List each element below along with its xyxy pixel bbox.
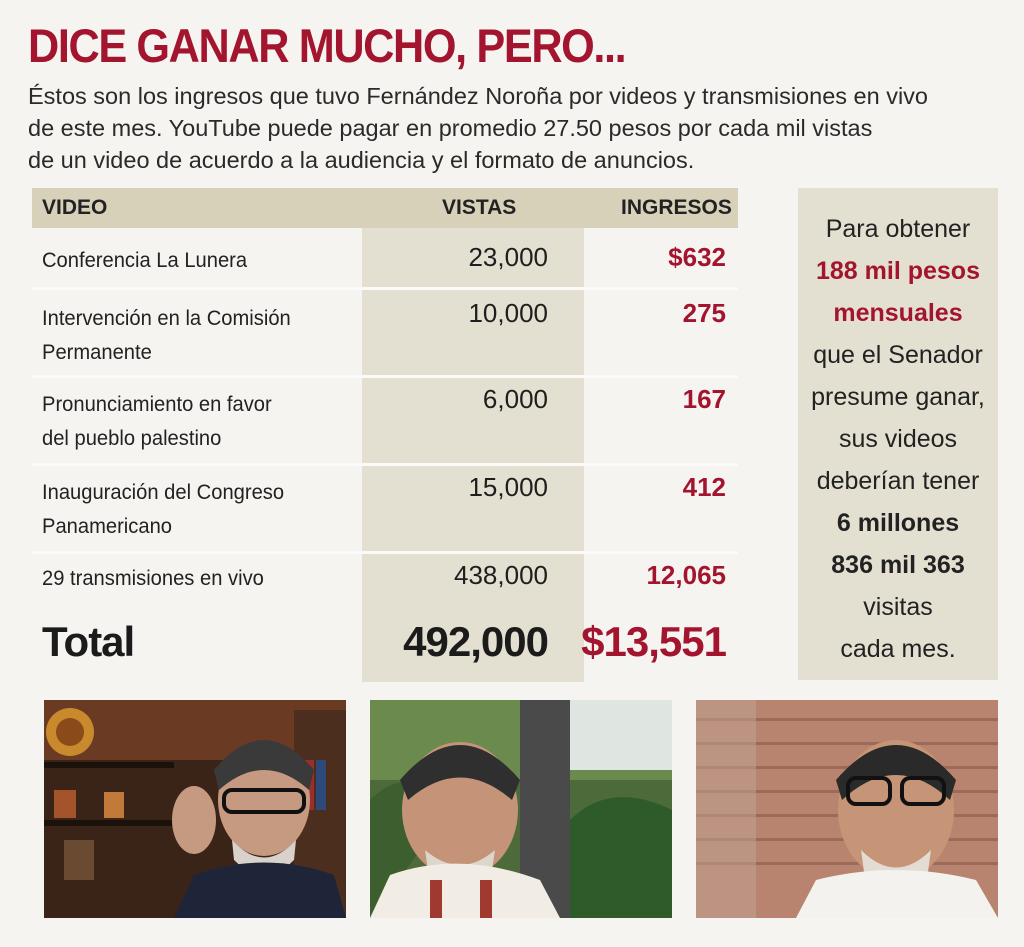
row-divider [32,375,738,378]
callout-line: Para obtener [825,215,971,243]
callout-line: 836 mil 363 [831,551,965,579]
total-label: Total [42,618,135,665]
header-video: VIDEO [42,196,108,219]
callout-line: sus videos [838,425,958,453]
intro-line: de un video de acuerdo a la audiencia y … [28,147,695,173]
callout-line: cada mes. [840,635,956,663]
callout-line: que el Senador [813,341,983,369]
views-value: 23,000 [468,242,548,272]
callout-line: mensuales [833,299,963,327]
callout-line: 188 mil pesos [816,257,980,285]
income-value: 12,065 [646,560,726,590]
views-value: 15,000 [468,472,548,502]
table-row: Intervención en la Comisión Permanente 1… [32,290,738,378]
income-value: 167 [682,384,726,414]
video-title: Pronunciamiento en favor del pueblo pale… [42,393,272,450]
sidebar-callout: Para obtener 188 mil pesos mensuales que… [798,188,998,680]
views-value: 10,000 [468,298,548,328]
views-value: 6,000 [482,384,548,414]
views-value: 438,000 [454,560,548,590]
intro-line: de este mes. YouTube puede pagar en prom… [28,115,873,141]
photo-garden [370,700,672,918]
table-header: VIDEO VISTAS INGRESOS [32,188,738,228]
row-divider [32,551,738,554]
views-column-shade [362,228,584,682]
income-table: VIDEO VISTAS INGRESOS Conferencia La Lun… [32,188,738,682]
table-row: 29 transmisiones en vivo 438,000 12,065 [32,554,738,606]
callout-line: deberían tener [816,467,980,495]
header-views: VISTAS [442,196,517,219]
table-row: Inauguración del Congreso Panamericano 1… [32,466,738,554]
total-row: Total 492,000 $13,551 [32,608,738,682]
photo-brick-wall [696,700,998,918]
total-views: 492,000 [403,618,549,665]
income-value: 412 [682,472,726,502]
table-row: Conferencia La Lunera 23,000 $632 [32,228,738,290]
video-title: Conferencia La Lunera [42,249,248,272]
callout-line: visitas [863,593,933,621]
intro-paragraph: Éstos son los ingresos que tuvo Fernánde… [28,80,1008,176]
intro-line: Éstos son los ingresos que tuvo Fernánde… [28,83,928,109]
income-value: 275 [682,298,726,328]
table-row: Pronunciamiento en favor del pueblo pale… [32,378,738,466]
photo-office [44,700,346,918]
total-income: $13,551 [581,618,727,665]
row-divider [32,463,738,466]
video-title: 29 transmisiones en vivo [42,567,264,590]
video-title: Intervención en la Comisión Permanente [42,307,291,364]
headline: DICE GANAR MUCHO, PERO... [28,19,627,72]
callout-line: presume ganar, [811,383,985,411]
video-title: Inauguración del Congreso Panamericano [42,481,285,538]
header-income: INGRESOS [621,196,732,219]
row-divider [32,287,738,290]
callout-line: 6 millones [836,509,960,537]
income-value: $632 [668,242,726,272]
